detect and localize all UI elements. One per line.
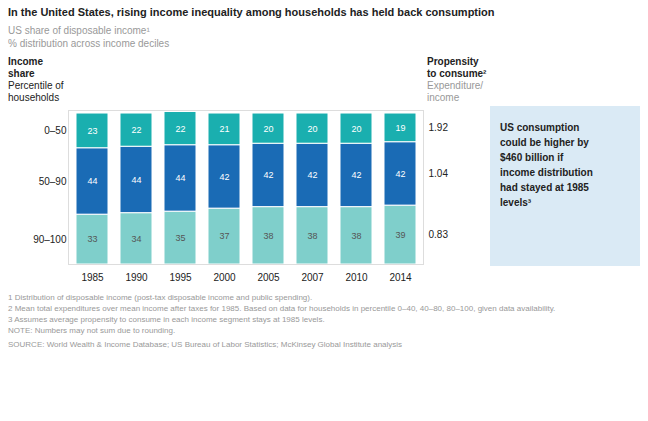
svg-text:50–90: 50–90: [39, 176, 67, 187]
svg-text:19: 19: [395, 123, 405, 133]
svg-text:2005: 2005: [257, 272, 280, 283]
svg-text:20: 20: [307, 123, 317, 133]
svg-text:42: 42: [219, 172, 229, 182]
svg-text:38: 38: [351, 231, 361, 241]
svg-text:22: 22: [131, 125, 141, 135]
html-text:2 Mean total expenditures over: 2 Mean total expenditures over mean inco…: [8, 304, 556, 313]
svg-text:90–100: 90–100: [33, 234, 67, 245]
html-text:US share of disposable income¹: US share of disposable income¹: [8, 25, 150, 36]
svg-text:39: 39: [395, 230, 405, 240]
svg-text:38: 38: [307, 231, 317, 241]
svg-text:1995: 1995: [169, 272, 192, 283]
svg-text:44: 44: [87, 176, 97, 186]
html-text:Income share: Income share: [8, 56, 43, 79]
svg-text:0.83: 0.83: [429, 229, 449, 240]
svg-text:37: 37: [219, 231, 229, 241]
html-text:NOTE: Numbers may not sum due: NOTE: Numbers may not sum due to roundin…: [8, 326, 176, 335]
svg-text:35: 35: [175, 233, 185, 243]
html-text:Propensity to consume²: Propensity to consume²: [427, 56, 487, 79]
svg-text:42: 42: [263, 170, 273, 180]
svg-text:1985: 1985: [81, 272, 104, 283]
html-text:3 Assumes average propensity t: 3 Assumes average propensity to consume …: [8, 315, 325, 324]
html-text:Expenditure/ income: Expenditure/ income: [427, 80, 484, 103]
svg-text:44: 44: [175, 173, 185, 183]
html-text:In the United States, rising i: In the United States, rising income ineq…: [8, 6, 495, 18]
svg-text:20: 20: [263, 123, 273, 133]
html-text:% distribution across income d: % distribution across income deciles: [8, 38, 170, 49]
svg-text:1990: 1990: [125, 272, 148, 283]
svg-text:2014: 2014: [389, 272, 412, 283]
svg-text:22: 22: [175, 123, 185, 133]
svg-text:1.92: 1.92: [429, 122, 449, 133]
svg-text:21: 21: [219, 124, 229, 134]
svg-text:0–50: 0–50: [44, 125, 67, 136]
html-text:US consumption could be higher: US consumption could be higher by $460 b…: [500, 122, 593, 208]
svg-text:2010: 2010: [345, 272, 368, 283]
html-text:1 Distribution of disposable i: 1 Distribution of disposable income (pos…: [8, 293, 313, 302]
svg-text:33: 33: [87, 234, 97, 244]
svg-text:34: 34: [131, 234, 141, 244]
svg-text:38: 38: [263, 231, 273, 241]
svg-text:42: 42: [395, 169, 405, 179]
svg-text:2007: 2007: [301, 272, 324, 283]
svg-text:23: 23: [87, 126, 97, 136]
svg-text:20: 20: [351, 123, 361, 133]
svg-text:1.04: 1.04: [429, 168, 449, 179]
html-text:Percentile of households: Percentile of households: [8, 80, 64, 103]
svg-text:42: 42: [351, 170, 361, 180]
html-text:SOURCE: World Wealth & Income: SOURCE: World Wealth & Income Database; …: [8, 340, 403, 349]
svg-text:44: 44: [131, 175, 141, 185]
svg-text:2000: 2000: [213, 272, 236, 283]
svg-text:42: 42: [307, 170, 317, 180]
